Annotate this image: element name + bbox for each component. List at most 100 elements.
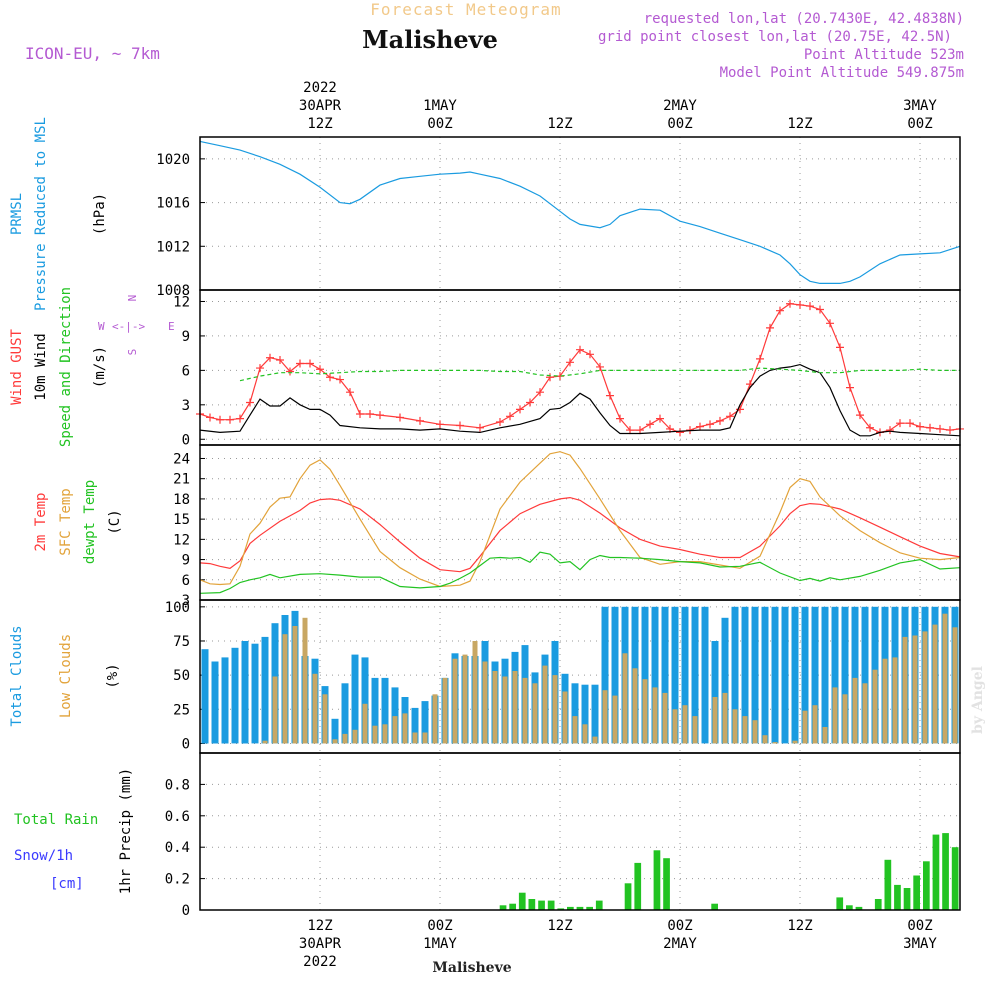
y-tick-label: 0.8 <box>165 777 190 793</box>
series-line <box>199 363 961 437</box>
y-axis-label: Pressure Reduced to MSL <box>33 117 49 311</box>
bar <box>932 834 940 910</box>
bar <box>663 858 670 910</box>
bar <box>381 677 389 744</box>
footer-station: Malisheve <box>432 960 511 976</box>
bar <box>292 626 298 744</box>
bar <box>855 906 863 910</box>
y-tick-label: 18 <box>173 492 190 508</box>
bar <box>882 658 888 744</box>
time-label-bottom: 00Z <box>907 918 932 934</box>
bar <box>851 606 859 744</box>
time-label-top: 1MAY <box>423 98 457 114</box>
gust-marker <box>416 416 424 425</box>
bar <box>711 903 718 910</box>
bar <box>322 694 328 744</box>
gust-marker <box>856 411 864 420</box>
gust-marker <box>376 411 384 420</box>
gust-marker <box>706 420 714 429</box>
bar <box>499 905 507 910</box>
bar <box>801 606 809 744</box>
gust-marker <box>946 426 954 435</box>
gust-marker <box>916 422 924 431</box>
bar <box>581 684 589 744</box>
bar <box>552 675 558 744</box>
bar <box>884 859 892 910</box>
series-line <box>199 551 961 594</box>
series-line <box>239 367 960 382</box>
bar <box>262 740 268 744</box>
gust-marker <box>586 350 594 359</box>
gust-marker <box>866 423 874 432</box>
bar <box>861 606 869 744</box>
bar <box>422 732 428 744</box>
bar <box>846 905 853 910</box>
bar <box>932 624 938 744</box>
compass-s: S <box>126 349 139 356</box>
bar <box>874 899 882 910</box>
bar <box>412 732 418 744</box>
gust-marker <box>276 356 284 365</box>
bar <box>622 653 628 744</box>
gust-marker <box>256 364 264 373</box>
bar <box>331 718 339 744</box>
bar <box>731 606 739 744</box>
bar <box>791 606 799 744</box>
gust-marker <box>396 413 404 422</box>
bar <box>952 627 958 744</box>
bar <box>472 641 478 744</box>
bar <box>492 671 498 744</box>
bar <box>751 606 759 744</box>
time-label-top: 30APR <box>299 98 342 114</box>
bar <box>591 684 599 744</box>
time-label-bottom: 30APR <box>299 936 342 952</box>
bar <box>852 677 858 744</box>
bar <box>351 654 359 744</box>
station-title: Malisheve <box>362 25 498 54</box>
y-axis-label: (%) <box>105 663 121 688</box>
bar <box>341 683 349 744</box>
gust-marker <box>336 375 344 384</box>
bar <box>662 692 668 744</box>
panel-frame <box>199 752 961 911</box>
compass-arrows: <-|-> <box>112 320 145 333</box>
y-axis-label: (C) <box>107 509 123 534</box>
bar <box>452 658 458 744</box>
bar <box>582 724 588 744</box>
legend-snow-unit: [cm] <box>50 876 84 892</box>
y-axis-label: PRMSL <box>9 193 25 235</box>
time-label-top: 2MAY <box>663 98 697 114</box>
gust-marker <box>326 373 334 382</box>
y-tick-label: 0.2 <box>165 872 190 888</box>
model-label: ICON-EU, ~ 7km <box>25 44 160 63</box>
time-label-bottom: 00Z <box>667 918 692 934</box>
y-tick-label: 12 <box>173 294 190 310</box>
gust-marker <box>236 414 244 423</box>
series-line <box>199 496 961 573</box>
time-label-top: 12Z <box>547 116 572 132</box>
time-label-top: 00Z <box>907 116 932 132</box>
info-gridpoint: grid point closest lon,lat (20.75E, 42.5… <box>598 29 952 45</box>
bar <box>742 716 748 744</box>
time-label-bottom: 00Z <box>427 918 452 934</box>
bar <box>421 701 429 744</box>
bar <box>231 647 239 744</box>
gust-marker <box>886 426 894 435</box>
credit-label: by Angel <box>970 666 986 734</box>
legend-snow: Snow/1h <box>14 848 73 864</box>
gust-marker <box>286 367 294 376</box>
y-axis-label: dewpt Temp <box>82 480 98 564</box>
gust-marker <box>906 419 914 428</box>
y-tick-label: 1008 <box>156 283 190 299</box>
bar <box>542 665 548 744</box>
gust-marker <box>816 305 824 314</box>
bar <box>872 669 878 744</box>
time-label-bottom: 12Z <box>787 918 812 934</box>
bar <box>692 716 698 744</box>
gust-marker <box>596 362 604 371</box>
time-label-bottom: 12Z <box>547 918 572 934</box>
bar <box>651 606 659 744</box>
bar <box>332 739 338 744</box>
bar <box>595 900 603 910</box>
